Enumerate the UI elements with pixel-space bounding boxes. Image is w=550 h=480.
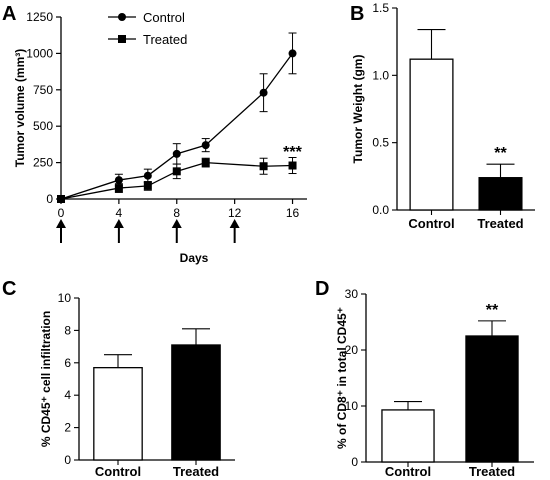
y-tick-label: 1250 [26, 10, 53, 24]
significance-label: ** [486, 302, 499, 319]
panel-c-bar-chart: C 0 2 4 6 8 10 % CD45⁺ cell infiltration Contro… [2, 278, 235, 479]
legend-label: Control [143, 10, 185, 25]
y-tick-label: 8 [64, 323, 71, 337]
treatment-arrow-head [56, 219, 66, 228]
x-tick-label: 4 [116, 206, 123, 220]
category-label: Treated [477, 216, 523, 231]
treatment-arrow-head [229, 219, 240, 228]
significance-label: ** [494, 145, 507, 162]
y-tick-label: 0 [46, 192, 53, 206]
significance-label: *** [283, 144, 302, 161]
y-tick-label: 1.5 [372, 1, 389, 15]
treatment-arrow-head [113, 219, 124, 228]
panel-d-letter: D [315, 278, 329, 300]
y-tick-label: 500 [33, 119, 53, 133]
x-tick-label: 16 [286, 206, 300, 220]
bar-control [381, 409, 435, 463]
data-point-circle [259, 88, 268, 97]
x-tick-label: 12 [228, 206, 242, 220]
bar-treated [171, 344, 221, 461]
y-tick-label: 20 [345, 343, 359, 357]
x-tick-label: 8 [173, 206, 180, 220]
panel-b-letter: B [350, 3, 364, 25]
panel-c-letter: C [2, 278, 16, 300]
y-tick-label: 750 [33, 83, 53, 97]
bar-treated [478, 177, 523, 211]
panel-b-bar-chart: B 0.0 0.5 1.0 1.5 Tumor Weight (gm) Control Tr… [350, 1, 535, 231]
category-label: Treated [173, 464, 219, 479]
treatment-arrow-head [171, 219, 182, 228]
category-label: Control [95, 464, 141, 479]
y-tick-label: 6 [64, 356, 71, 370]
data-point-square [57, 195, 65, 203]
y-tick-label: 1.0 [372, 68, 389, 82]
data-point-circle [143, 171, 152, 180]
y-tick-label: 0 [351, 455, 358, 469]
data-point-square [172, 167, 181, 176]
panel-a-letter: A [2, 3, 16, 25]
y-axis-title: Tumor volume (mm³) [13, 49, 27, 167]
y-tick-label: 10 [58, 291, 72, 305]
y-tick-label: 2 [64, 421, 71, 435]
data-point-square [288, 161, 297, 170]
category-label: Control [408, 216, 454, 231]
category-label: Control [385, 464, 431, 479]
data-point-square [201, 158, 210, 167]
x-axis-title: Days [180, 251, 209, 265]
y-tick-label: 0 [64, 453, 71, 467]
y-axis-title: % of CD8⁺ in total CD45⁺ [335, 307, 349, 449]
panel-d-bar-chart: D 0 10 20 30 % of CD8⁺ in total CD45⁺ Control… [315, 278, 534, 479]
bar-treated [465, 335, 519, 463]
bar-control [409, 58, 454, 211]
y-tick-label: 4 [64, 388, 71, 402]
y-axis-title: % CD45⁺ cell infiltration [39, 311, 53, 447]
y-tick-label: 30 [345, 287, 359, 301]
panel-a-line-chart: A 0 250 500 750 1000 1250 0 4 8 12 16 Days Tumor vol… [2, 3, 307, 265]
bar-control [93, 367, 143, 461]
data-point-circle [172, 149, 181, 158]
legend-marker-circle [118, 13, 126, 21]
data-point-circle [288, 49, 297, 58]
data-point-square [259, 162, 268, 171]
data-point-circle [114, 176, 123, 185]
y-tick-label: 0.0 [372, 203, 389, 217]
legend-label: Treated [143, 32, 187, 47]
x-tick-label: 0 [58, 206, 65, 220]
y-tick-label: 250 [33, 156, 53, 170]
data-point-circle [201, 141, 210, 150]
data-point-square [143, 181, 152, 190]
y-tick-label: 0.5 [372, 136, 389, 150]
y-tick-label: 1000 [26, 46, 53, 60]
y-tick-label: 10 [345, 399, 359, 413]
data-point-square [114, 184, 123, 193]
legend-marker-square [118, 35, 126, 43]
y-axis-title: Tumor Weight (gm) [351, 55, 365, 164]
category-label: Treated [469, 464, 515, 479]
